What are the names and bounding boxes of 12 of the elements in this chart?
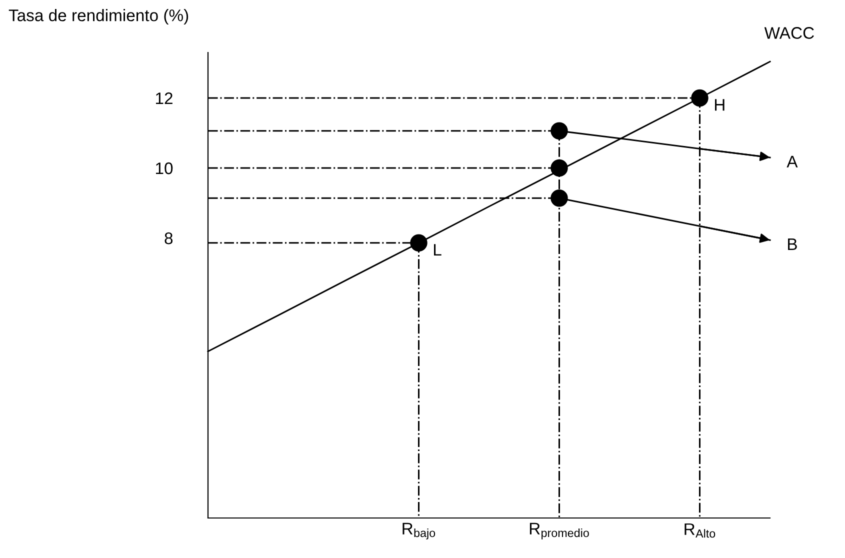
x-tick-label: R$_{promedio}$ — [530, 522, 589, 540]
x-tick-label: R$_{Alto}$ — [684, 523, 716, 538]
annotation: L — [434, 244, 442, 256]
annotation: H — [715, 99, 724, 111]
legend-label: B — [788, 238, 797, 250]
series-label: WACC — [764, 27, 814, 39]
legend-label: A — [786, 156, 798, 168]
y-tick-label: 10 — [156, 162, 173, 174]
y-axis-title: Tasa de rendimiento (%) — [8, 9, 188, 25]
x-tick-label: R$_{bajo}$ — [402, 522, 436, 540]
y-tick-label: 8 — [164, 232, 173, 244]
y-tick-label: 12 — [156, 92, 172, 104]
